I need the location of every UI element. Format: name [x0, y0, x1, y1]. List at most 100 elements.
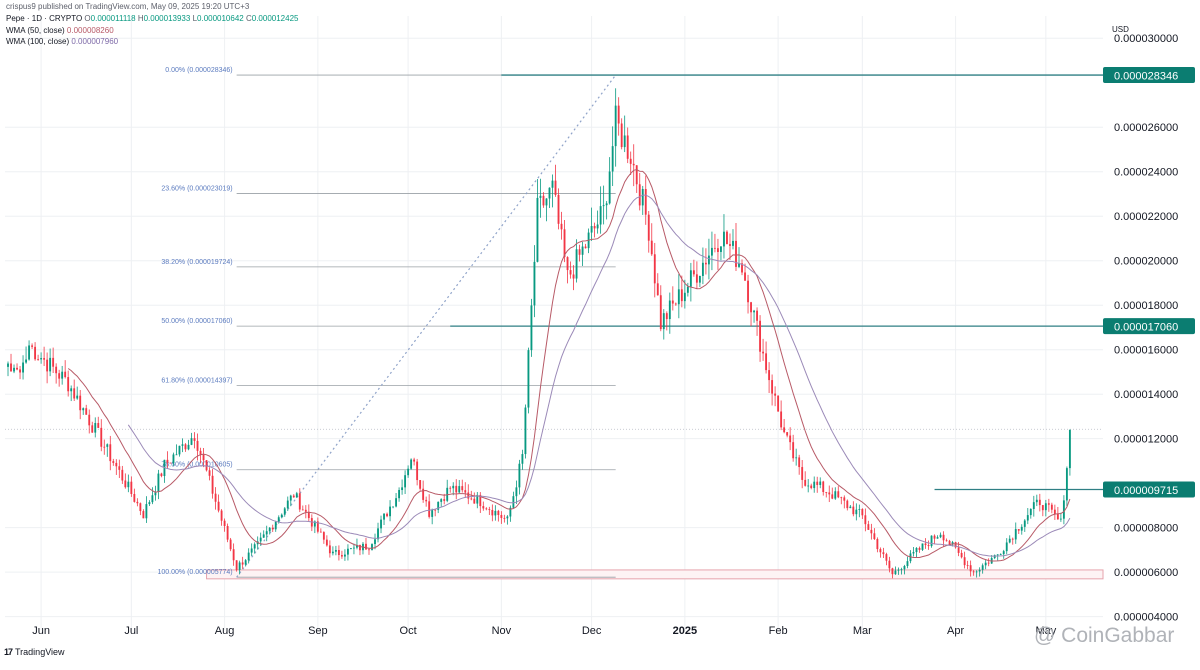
- candle: [608, 157, 611, 205]
- candle-body: [786, 432, 789, 436]
- candle: [984, 559, 987, 570]
- price-tick-label: 0.000016000: [1114, 345, 1178, 357]
- candle: [160, 472, 163, 478]
- candle: [223, 518, 226, 532]
- candle: [798, 454, 801, 475]
- candle-body: [720, 246, 722, 252]
- candle-body: [1047, 503, 1050, 505]
- candle-body: [337, 550, 340, 556]
- candle-body: [94, 423, 97, 433]
- candle: [70, 385, 73, 402]
- candle-body: [903, 566, 906, 570]
- candle: [16, 363, 18, 371]
- candle: [1053, 504, 1056, 520]
- candle-body: [816, 481, 819, 485]
- candle: [735, 223, 737, 272]
- candle-body: [19, 369, 21, 373]
- candle: [840, 496, 843, 505]
- candle-body: [954, 542, 957, 548]
- candle-body: [756, 310, 758, 321]
- candle: [325, 535, 328, 547]
- candle-body: [894, 570, 897, 575]
- candle: [828, 485, 831, 503]
- candle-body: [476, 494, 479, 504]
- price-level-badge-text: 0.000009715: [1114, 485, 1178, 497]
- time-tick-label: 2025: [673, 625, 697, 637]
- candle: [404, 470, 407, 495]
- candle-body: [1044, 503, 1047, 511]
- candle: [458, 480, 461, 494]
- candle: [181, 438, 184, 453]
- candle: [936, 535, 939, 539]
- candle: [307, 504, 310, 522]
- candle-body: [347, 548, 349, 555]
- candle-body: [870, 529, 873, 534]
- candle-body: [674, 303, 677, 305]
- candle: [855, 503, 858, 521]
- candle: [623, 115, 626, 153]
- candle-body: [575, 249, 578, 279]
- candle: [993, 554, 996, 560]
- wma-50-legend[interactable]: WMA (50, close) 0.000008260: [6, 26, 114, 35]
- candle: [1026, 508, 1029, 525]
- candle: [88, 409, 91, 434]
- candle-body: [175, 454, 178, 456]
- candle: [172, 452, 175, 466]
- candle-body: [539, 195, 542, 198]
- candle-body: [650, 240, 653, 255]
- candle: [921, 543, 924, 551]
- candle: [310, 514, 313, 532]
- candle-body: [936, 537, 939, 539]
- wma-100-legend[interactable]: WMA (100, close) 0.000007960: [6, 37, 118, 46]
- candle: [575, 239, 578, 283]
- candle: [689, 262, 692, 302]
- moving-averages: [67, 169, 1071, 562]
- candle: [629, 151, 632, 175]
- candle: [593, 222, 596, 238]
- candle-body: [428, 501, 431, 517]
- candle: [1059, 512, 1062, 522]
- candle-body: [190, 438, 193, 445]
- candle-body: [692, 270, 695, 275]
- candle: [485, 507, 488, 511]
- candle-body: [193, 438, 196, 441]
- candle-body: [10, 363, 12, 372]
- candle-body: [118, 466, 121, 470]
- price-tick-label: 0.000020000: [1114, 256, 1178, 268]
- candle: [434, 509, 437, 517]
- candle: [425, 496, 428, 507]
- candle: [680, 275, 683, 308]
- candle-body: [106, 444, 109, 447]
- candle-body: [662, 313, 665, 330]
- candle-body: [846, 500, 849, 509]
- candle-body: [247, 552, 250, 561]
- candle: [894, 566, 897, 575]
- candle-body: [1053, 509, 1056, 515]
- candle: [602, 185, 605, 225]
- candle: [837, 486, 840, 499]
- candle: [334, 545, 337, 556]
- tradingview-logo[interactable]: 17 TradingView: [4, 647, 65, 657]
- candle-body: [16, 367, 18, 370]
- ohlc-open: O0.000011118: [84, 14, 136, 23]
- candle-body: [614, 105, 617, 147]
- candle-body: [978, 569, 981, 572]
- candle-body: [515, 487, 518, 497]
- candle-body: [548, 187, 551, 199]
- candle: [479, 492, 482, 513]
- candle-body: [304, 509, 307, 512]
- candle: [569, 261, 572, 279]
- candle-body: [1014, 529, 1017, 540]
- time-tick-label: Sep: [308, 625, 328, 637]
- price-tick-label: 0.000014000: [1114, 389, 1178, 401]
- candle-body: [710, 247, 713, 256]
- candle: [560, 211, 563, 240]
- candle: [250, 543, 253, 557]
- candle-body: [569, 270, 572, 275]
- candle-body: [425, 499, 428, 502]
- candle: [398, 487, 401, 502]
- candle: [166, 451, 169, 470]
- candle: [241, 556, 244, 569]
